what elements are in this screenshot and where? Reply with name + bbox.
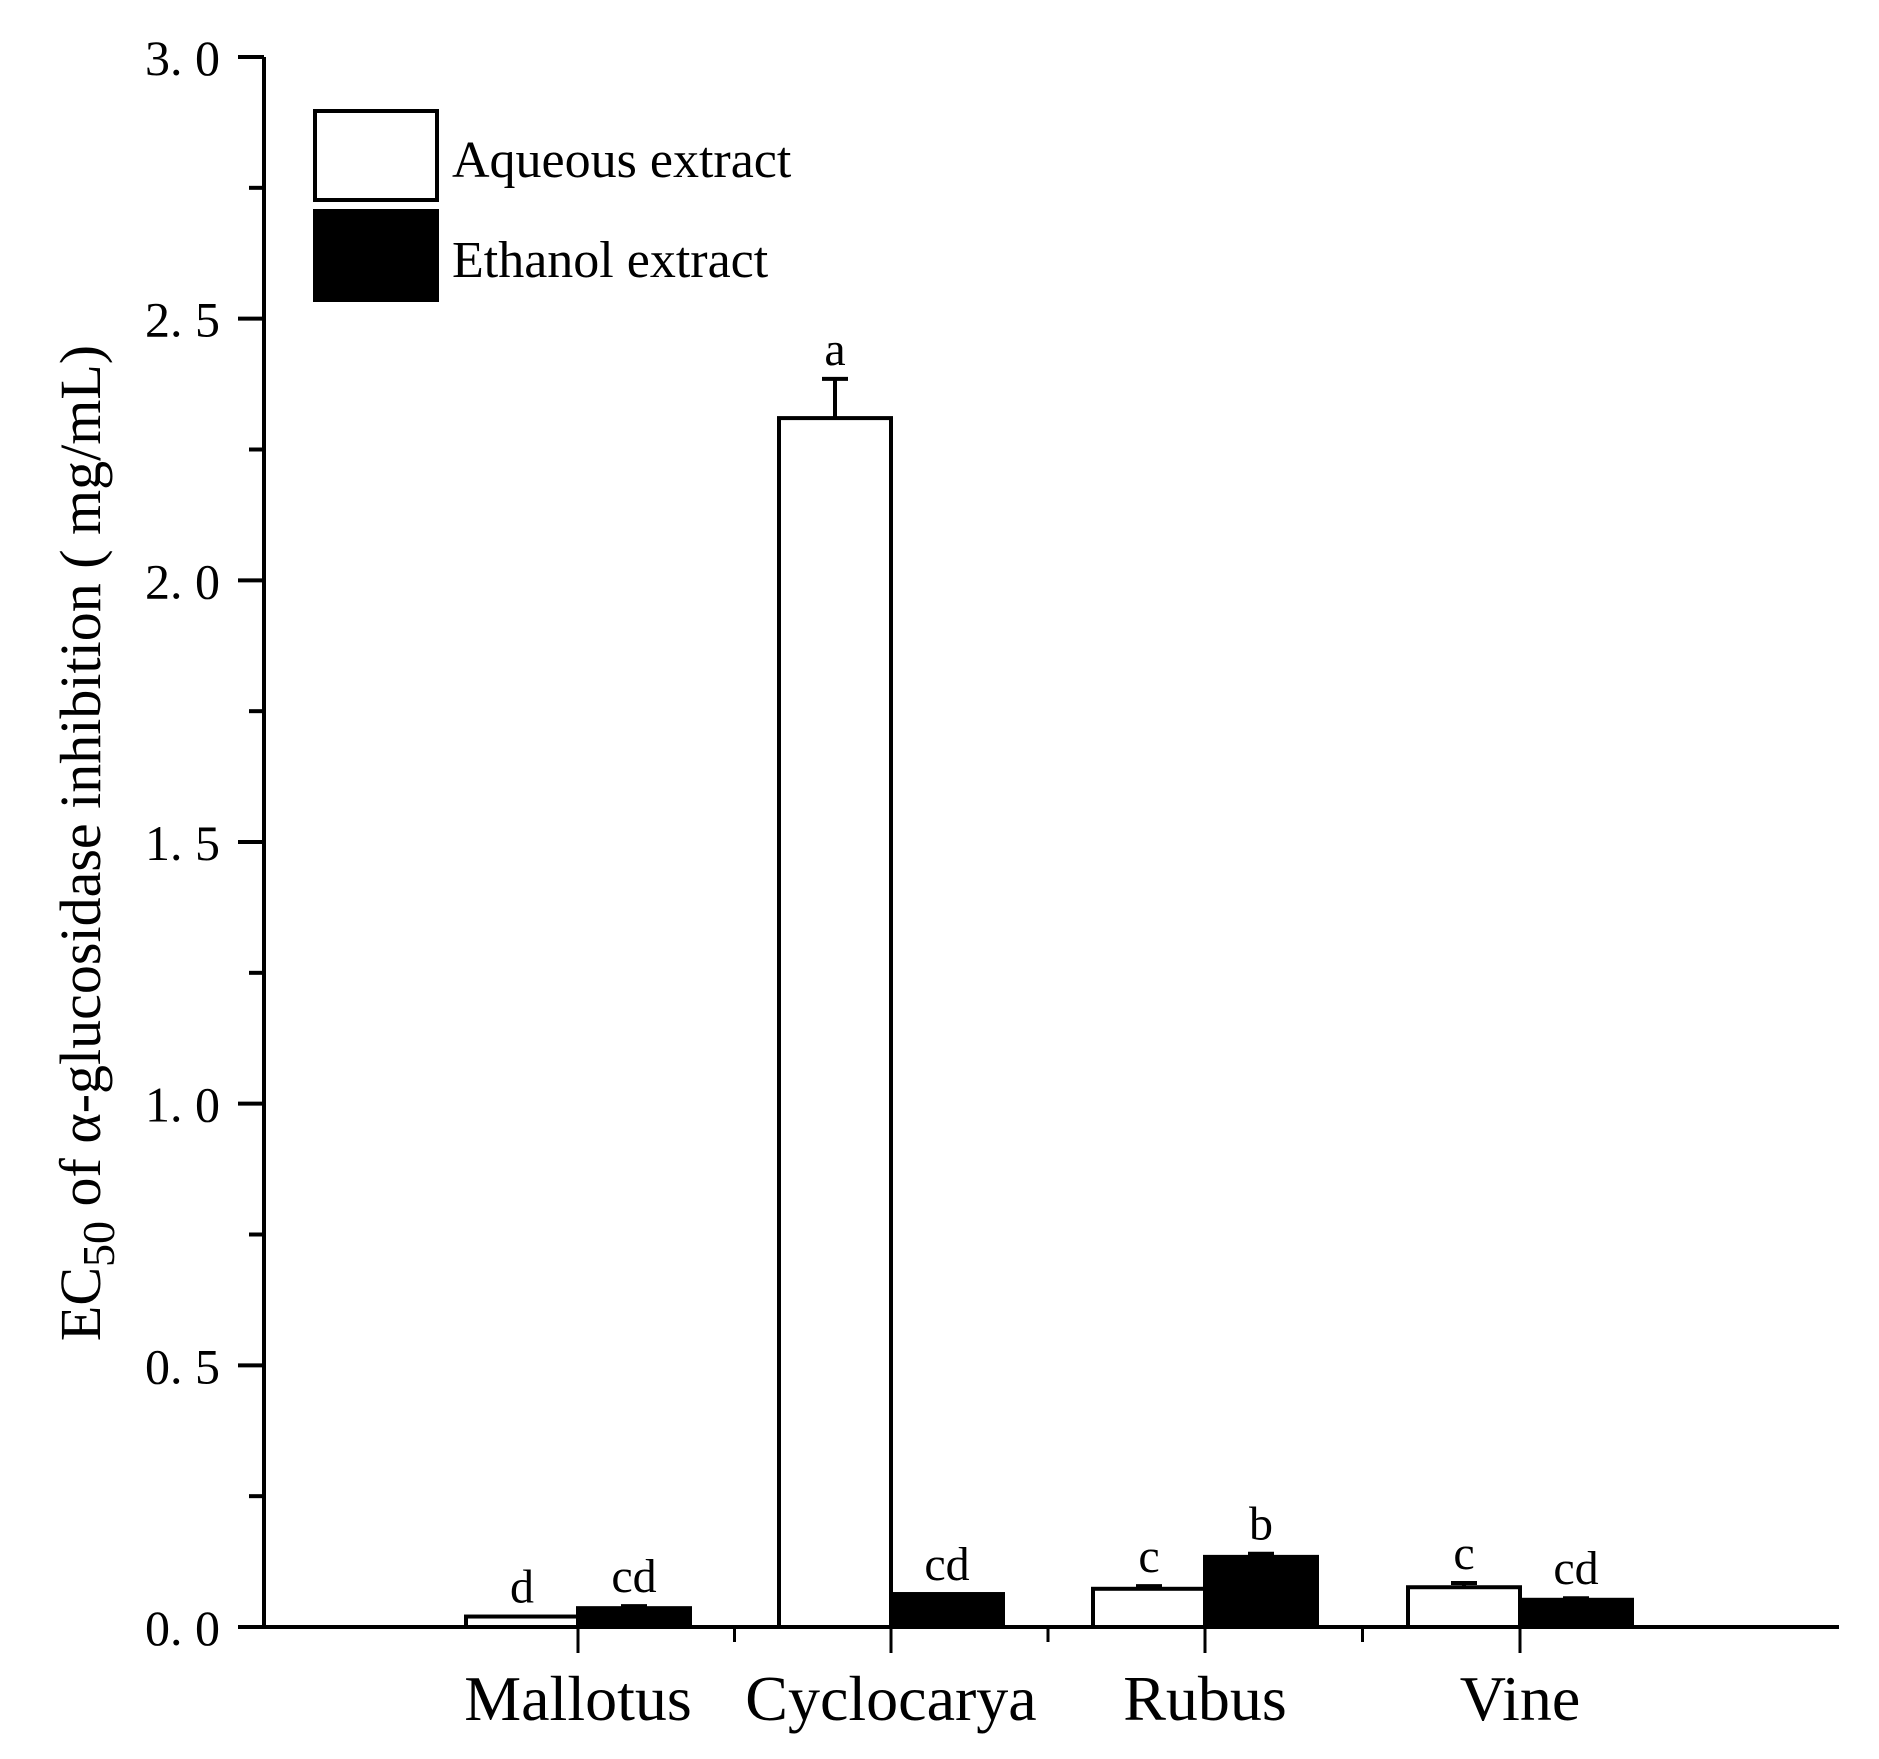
legend-swatch-black <box>313 209 439 302</box>
bar-aqueous: d <box>464 1561 580 1629</box>
bar-ethanol: b <box>1203 1498 1319 1629</box>
y-axis-title-rest: of α-glucosidase inhibition ( mg/mL) <box>48 345 113 1221</box>
significance-letter: cd <box>924 1538 969 1591</box>
bar-ethanol: cd <box>1518 1542 1634 1629</box>
significance-letter: a <box>824 323 845 376</box>
bar-aqueous: c <box>1091 1530 1207 1629</box>
bar-rect <box>1203 1554 1319 1629</box>
y-tick-label: 3. 0 <box>145 30 220 86</box>
bar-ethanol: cd <box>889 1538 1005 1630</box>
x-axis: Mallotus Cyclocarya Rubus Vine <box>238 1625 1839 1734</box>
y-tick-label: 1. 5 <box>145 815 220 871</box>
bar-ethanol: cd <box>576 1550 692 1630</box>
legend: Aqueous extract Ethanol extract <box>313 109 792 302</box>
bar-rect <box>576 1606 692 1630</box>
legend-swatch-white <box>313 109 439 202</box>
significance-letter: cd <box>1553 1542 1598 1595</box>
y-tick-label: 0. 5 <box>145 1338 220 1394</box>
y-tick-label: 1. 0 <box>145 1077 220 1133</box>
significance-letter: d <box>510 1561 534 1614</box>
x-category-label: Rubus <box>1123 1663 1287 1734</box>
bar-aqueous: a <box>777 323 893 1630</box>
significance-letter: cd <box>611 1550 656 1603</box>
legend-label: Aqueous extract <box>452 132 792 189</box>
legend-item: Ethanol extract <box>313 209 769 302</box>
svg-text:EC50 of α-glucosidase inhibiti: EC50 of α-glucosidase inhibition ( mg/mL… <box>48 345 124 1341</box>
significance-letter: b <box>1249 1498 1273 1551</box>
y-axis-title: EC50 of α-glucosidase inhibition ( mg/mL… <box>48 345 124 1341</box>
y-axis-title-subscript: 50 <box>73 1221 124 1267</box>
bar-rect <box>777 416 893 1630</box>
bars: d a c c cd cd b cd <box>464 323 1634 1630</box>
significance-letter: c <box>1453 1527 1474 1580</box>
y-axis-title-ec: EC <box>48 1267 113 1341</box>
y-axis: 0. 0 0. 5 1. 0 1. 5 2. 0 2. 5 3. 0 <box>145 30 266 1656</box>
x-category-label: Mallotus <box>464 1663 692 1734</box>
y-tick-label: 2. 5 <box>145 292 220 348</box>
x-category-label: Vine <box>1460 1663 1581 1734</box>
bar-rect <box>1518 1597 1634 1629</box>
bar-rect <box>1091 1586 1207 1629</box>
bar-rect <box>1406 1585 1522 1630</box>
bar-aqueous: c <box>1406 1527 1522 1630</box>
significance-letter: c <box>1138 1530 1159 1583</box>
legend-label: Ethanol extract <box>452 232 769 289</box>
bar-rect <box>464 1614 580 1629</box>
y-tick-label: 0. 0 <box>145 1600 220 1656</box>
x-category-label: Cyclocarya <box>745 1663 1036 1734</box>
legend-item: Aqueous extract <box>313 109 792 202</box>
bar-rect <box>889 1592 1005 1630</box>
y-tick-label: 2. 0 <box>145 553 220 609</box>
